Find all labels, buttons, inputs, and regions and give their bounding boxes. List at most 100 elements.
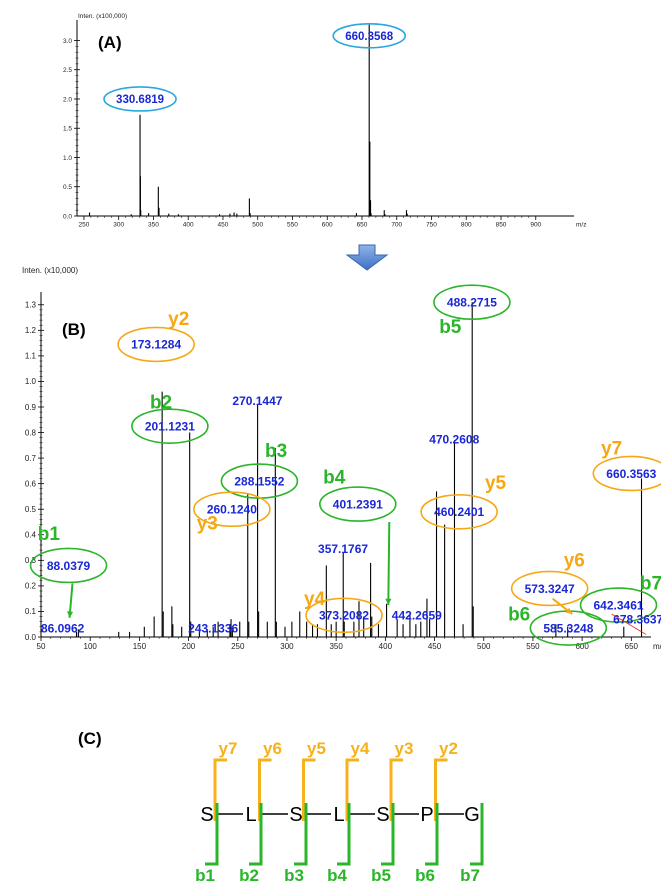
x-tick-label: 350 (329, 642, 343, 651)
b-ion-label: b3 (284, 866, 304, 883)
x-tick-label: 650 (357, 222, 368, 229)
x-tick-label: 50 (37, 642, 46, 651)
x-tick-label: 250 (231, 642, 245, 651)
y-bracket (302, 758, 316, 821)
panel-a: 0.0 0.5 1.0 1.5 2.0 2.5 3.0 250 300 350 400 450 500 5… (0, 0, 661, 235)
b-bracket (381, 803, 395, 866)
ion-label-b7: b7 (640, 574, 661, 595)
b-bracket (337, 803, 351, 866)
x-tick-label: 500 (477, 642, 491, 651)
peak-label: 201.1231 (145, 419, 195, 433)
y-tick-label: 0.0 (63, 213, 72, 220)
residue-P: P (420, 804, 433, 826)
ion-label-b3: b3 (265, 441, 287, 462)
b-ion-label: b1 (195, 866, 215, 883)
x-tick-label: 100 (84, 642, 98, 651)
peak-ring (131, 408, 209, 444)
ion-label-y5: y5 (485, 473, 507, 494)
x-tick-label: 300 (113, 222, 124, 229)
peak-label: 442.2659 (392, 609, 442, 623)
x-tick-label: 300 (280, 642, 294, 651)
peak-ring (103, 86, 177, 112)
red-guide-line (611, 613, 647, 635)
y-tick-label: 0.5 (63, 184, 72, 191)
y-tick-label: 0.9 (25, 403, 37, 412)
x-axis-unit: m/z (576, 222, 586, 229)
peak-label: 373.2082 (319, 609, 369, 623)
spectrum-chart-b: 0.0 0.1 0.2 0.3 0.4 0.5 0.6 0.7 0.8 0.9 1.0 1.1 1.2 1… (22, 266, 661, 651)
x-tick-label: 800 (461, 222, 472, 229)
panel-letter: (B) (62, 320, 86, 339)
ion-label-b5: b5 (439, 317, 462, 338)
y-ion-label: y7 (219, 739, 238, 758)
peak-label: 460.2401 (434, 505, 484, 519)
peak-label: 585.3248 (543, 621, 593, 635)
x-tick-label: 200 (182, 642, 196, 651)
x-tick-label: 550 (526, 642, 540, 651)
peak-label: 470.2608 (429, 432, 479, 446)
peak-ring (332, 22, 406, 49)
y-tick-label: 1.0 (63, 155, 72, 162)
x-tick-label: 650 (625, 642, 639, 651)
y-tick-label: 0.0 (25, 633, 37, 642)
peak-label: 573.3247 (525, 582, 575, 596)
y-tick-label: 0.6 (25, 479, 37, 488)
x-tick-label: 400 (183, 222, 194, 229)
peak-label: 357.1767 (318, 542, 368, 556)
b-bracket (205, 803, 219, 866)
ion-label-y3: y3 (197, 514, 218, 535)
x-tick-label: 850 (496, 222, 507, 229)
residue-S: S (200, 804, 213, 826)
peak-label: 330.6819 (116, 94, 164, 106)
ion-label-y6: y6 (564, 551, 585, 572)
peak-ring (510, 570, 589, 607)
spectrum-chart-a: 0.0 0.5 1.0 1.5 2.0 2.5 3.0 250 300 350 400 450 500 5… (63, 13, 587, 229)
peak-ring (305, 597, 383, 634)
ion-label-y2: y2 (168, 309, 189, 330)
peptide-fragment-diagram: (C) S L S L S P Gy7 y6 y5 y4 y3 y2 b1 b2 b3 b4 b5 b6 b7 (78, 729, 484, 883)
peak-label: 678.3637 (613, 612, 661, 626)
b4-arrow-head (385, 598, 392, 606)
x-tick-label: 350 (148, 222, 159, 229)
residue-S: S (376, 804, 389, 826)
x-tick-label: 700 (391, 222, 402, 229)
ion-label-b2: b2 (150, 392, 172, 413)
b-ion-label: b2 (239, 866, 259, 883)
y-tick-label: 0.5 (25, 505, 37, 514)
y-ion-label: y4 (351, 739, 370, 758)
b-ion-label: b7 (460, 866, 480, 883)
panel-letter: (A) (98, 33, 122, 52)
peak-label: 260.1240 (207, 503, 257, 517)
y6-arrow-head (565, 607, 573, 614)
b-bracket (294, 803, 308, 866)
peak-ring (579, 587, 658, 623)
y-ion-label: y2 (439, 739, 458, 758)
b-ion-label: b4 (327, 866, 347, 883)
x-tick-label: 450 (218, 222, 229, 229)
panel-letter-c: (C) (78, 729, 102, 748)
peak-ring (319, 486, 397, 522)
intensity-label: Inten. (x10,000) (22, 266, 78, 275)
peak-ring (117, 326, 195, 363)
residue-S: S (289, 804, 302, 826)
x-axis-unit: m/z (653, 642, 661, 651)
peak-label: 243.1336 (188, 621, 238, 635)
y-bracket (434, 758, 448, 821)
y-tick-label: 0.4 (25, 531, 37, 540)
y-ion-label: y6 (263, 739, 282, 758)
peak-ring (420, 493, 498, 530)
peak-ring (193, 491, 271, 528)
peak-ring (29, 547, 108, 584)
y-tick-label: 0.3 (25, 556, 37, 565)
b-bracket (425, 803, 439, 866)
peak-label: 660.3568 (345, 31, 394, 43)
b-bracket (470, 803, 484, 866)
peak-label: 270.1447 (232, 394, 282, 408)
x-tick-label: 500 (252, 222, 263, 229)
peak-label: 488.2715 (447, 296, 497, 310)
peak-label: 86.0962 (41, 621, 85, 635)
x-tick-label: 150 (133, 642, 147, 651)
peak-label: 173.1284 (131, 338, 181, 352)
ion-label-b1: b1 (38, 524, 61, 545)
